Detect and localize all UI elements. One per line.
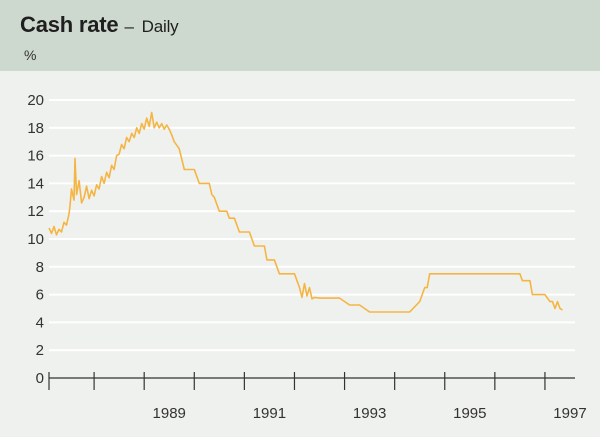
chart-title: Cash rate – Daily xyxy=(20,12,179,38)
y-tick-label-16: 16 xyxy=(27,148,44,165)
x-tick-label-1995: 1995 xyxy=(453,405,486,422)
x-tick-label-1993: 1993 xyxy=(353,405,386,422)
x-tick-label-1997: 1997 xyxy=(553,405,586,422)
x-tick-label-1989: 1989 xyxy=(153,405,186,422)
x-tick-label-1991: 1991 xyxy=(253,405,286,422)
series-line-0 xyxy=(48,111,563,313)
y-tick-label-2: 2 xyxy=(36,342,44,359)
y-tick-label-0: 0 xyxy=(36,370,44,387)
chart-header xyxy=(0,0,600,71)
y-tick-label-18: 18 xyxy=(27,120,44,137)
title-dash: – xyxy=(124,17,134,36)
y-tick-label-10: 10 xyxy=(27,231,44,248)
y-tick-label-14: 14 xyxy=(27,175,44,192)
y-tick-label-6: 6 xyxy=(36,287,44,304)
y-tick-label-4: 4 xyxy=(36,314,44,331)
chart-subtitle: Daily xyxy=(141,17,179,36)
y-tick-label-20: 20 xyxy=(27,92,44,109)
title-text: Cash rate xyxy=(20,12,119,37)
y-tick-label-12: 12 xyxy=(27,203,44,220)
y-tick-label-8: 8 xyxy=(36,259,44,276)
y-axis-unit: % xyxy=(24,47,37,63)
